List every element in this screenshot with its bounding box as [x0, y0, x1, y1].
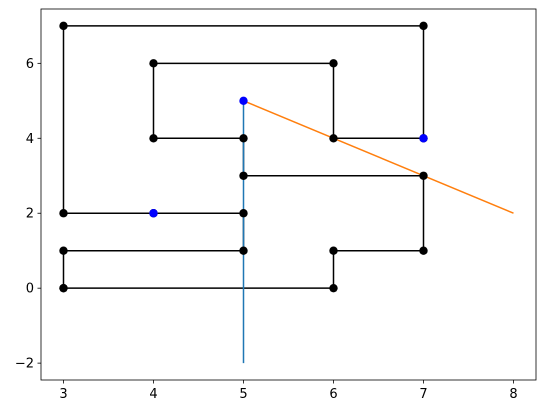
point — [149, 209, 158, 218]
point — [329, 283, 338, 293]
x-tick-label: 5 — [239, 387, 247, 402]
point — [329, 246, 338, 255]
point — [149, 134, 158, 143]
point — [419, 21, 428, 31]
x-tick-label: 3 — [59, 387, 67, 402]
point — [239, 246, 248, 255]
series-line — [62, 25, 425, 289]
x-tick-label: 7 — [419, 387, 427, 402]
x-tick-label: 8 — [509, 387, 517, 402]
series-line — [243, 100, 514, 214]
point — [239, 171, 248, 180]
point — [59, 283, 68, 293]
point — [59, 21, 68, 31]
y-tick-label: 6 — [26, 57, 34, 72]
plot-frame — [40, 8, 537, 381]
y-tick-label: 0 — [26, 282, 34, 297]
y-tick-label: −2 — [15, 357, 34, 372]
x-tick-label: 6 — [329, 387, 337, 402]
point — [149, 59, 158, 68]
point — [239, 96, 248, 106]
y-tick-label: 2 — [26, 207, 34, 222]
point — [59, 246, 68, 255]
point — [59, 209, 68, 218]
point — [329, 134, 338, 143]
point — [419, 171, 428, 180]
point — [239, 209, 248, 218]
x-tick-label: 4 — [149, 387, 157, 402]
point — [329, 59, 338, 68]
point — [419, 246, 428, 255]
point — [419, 134, 428, 143]
point — [239, 134, 248, 143]
y-tick-label: 4 — [26, 132, 34, 147]
